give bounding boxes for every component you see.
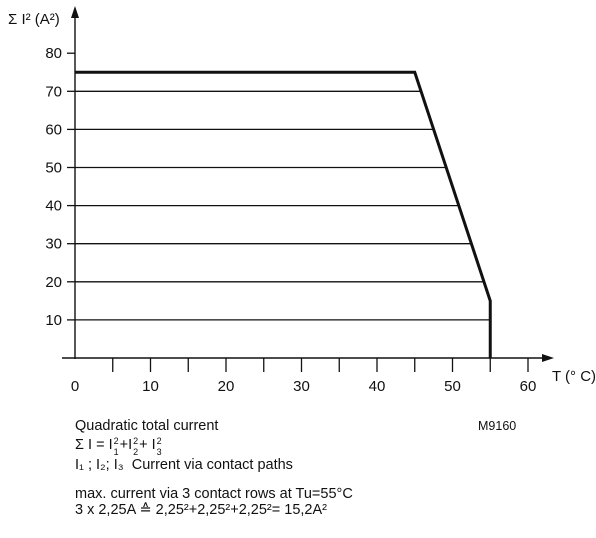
notes-title: Quadratic total current [75,418,219,434]
series [75,70,492,358]
x-tick-labels: 0 10 20 30 40 50 60 [71,378,537,395]
x-axis-label: T (° C) [552,368,596,385]
max-current-line: max. current via 3 contact rows at Tu=55… [75,486,353,502]
y-tick-label-30: 30 [45,236,62,253]
x-tick-label-20: 20 [218,378,235,395]
y-axis-arrow [71,6,79,18]
y-tick-label-50: 50 [45,160,62,177]
formula-plus-2: + [139,437,148,453]
formula-eq: = [96,437,105,453]
y-tick-label-70: 70 [45,83,62,100]
x-tick-label-10: 10 [142,378,159,395]
formula-term-1: I [108,437,113,453]
formula-lhs: Σ I [75,437,93,453]
grid-lines [75,90,491,321]
y-axis-label: Σ I² (A²) [8,11,60,28]
formula-term-3: I [151,437,156,453]
legend-items: I₁ ; I₂; I₃ [75,457,124,473]
x-tick-label-30: 30 [293,378,310,395]
x-tick-label-60: 60 [520,378,537,395]
x-tick-label-0: 0 [71,378,79,395]
y-tick-label-80: 80 [45,45,62,62]
y-tick-label-20: 20 [45,274,62,291]
y-tick-label-10: 10 [45,312,62,329]
formula-plus-1: + [119,437,129,453]
y-tick-label-60: 60 [45,121,62,138]
y-tick-label-40: 40 [45,198,62,215]
figure-code: M9160 [478,419,517,433]
x-tick-label-40: 40 [369,378,386,395]
derating-curve [75,70,492,358]
x-axis-arrow [542,354,554,362]
x-tick-label-50: 50 [444,378,461,395]
legend-line: I₁ ; I₂; I₃ Current via contact paths [75,457,293,474]
formula-term-2: I [128,437,133,453]
derating-chart: 10 20 30 40 50 60 70 80 0 10 20 30 40 50 60 Σ I² (A²)… [8,6,596,395]
axes [62,6,554,372]
legend-text: Current via contact paths [131,457,293,473]
y-tick-labels: 10 20 30 40 50 60 70 80 [45,45,62,329]
calc-line: 3 x 2,25A ≙ 2,25²+2,25²+2,25²= 15,2A² [75,502,327,518]
